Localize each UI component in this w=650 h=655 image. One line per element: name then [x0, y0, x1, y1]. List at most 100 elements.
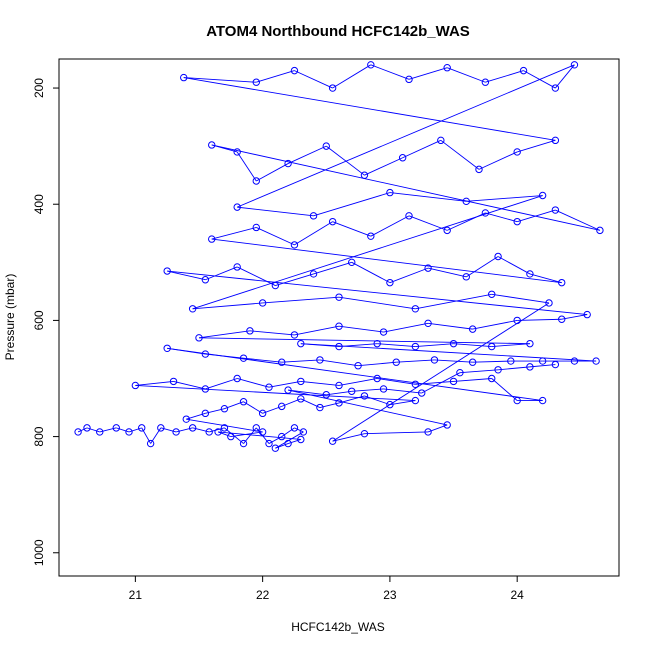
series-segment — [186, 418, 263, 433]
data-point — [398, 154, 407, 162]
series-segment — [262, 296, 340, 304]
data-point — [373, 339, 381, 348]
series-segment — [230, 431, 263, 438]
series-segment — [275, 443, 289, 449]
data-point — [386, 278, 394, 287]
series-segment — [370, 215, 410, 237]
series-segment — [555, 209, 601, 231]
series-segment — [313, 261, 352, 275]
x-tick-label: 24 — [511, 588, 525, 602]
series-segment — [351, 261, 391, 284]
chart-title: ATOM4 Northbound HCFC142b_WAS — [206, 23, 470, 40]
series-segment — [287, 145, 327, 164]
data-point — [131, 381, 140, 390]
data-point — [526, 339, 534, 348]
data-point — [252, 223, 260, 232]
data-point — [411, 396, 420, 405]
series-segment — [498, 366, 530, 371]
data-point — [551, 84, 560, 92]
series-segment — [116, 427, 130, 433]
series-segment — [135, 385, 416, 402]
data-point — [405, 212, 413, 220]
series-segment — [332, 302, 550, 442]
data-point — [456, 368, 464, 377]
data-point — [271, 444, 280, 452]
data-point — [449, 377, 458, 386]
data-point — [354, 362, 362, 370]
data-point — [386, 188, 394, 197]
data-point — [443, 226, 451, 235]
data-point — [558, 278, 566, 287]
series-segment — [319, 359, 359, 367]
data-point — [205, 428, 213, 436]
series-segment — [211, 144, 601, 231]
series-segment — [300, 343, 340, 347]
data-point — [360, 429, 369, 438]
data-point — [322, 142, 330, 150]
plot-frame — [58, 58, 620, 577]
series-segment — [300, 380, 340, 386]
data-point — [424, 264, 432, 272]
data-point — [488, 342, 496, 351]
data-point — [468, 358, 477, 366]
data-point — [596, 226, 604, 235]
series-segment — [300, 343, 597, 362]
data-point — [437, 136, 445, 145]
series-segment — [198, 337, 530, 345]
series-segment — [205, 266, 238, 281]
series-segment — [402, 139, 442, 159]
data-point — [278, 358, 286, 366]
series-segment — [529, 364, 556, 368]
data-point — [328, 437, 337, 445]
data-point — [379, 328, 388, 336]
series-segment — [287, 439, 301, 444]
series-segment — [313, 192, 391, 217]
series-segment — [256, 70, 295, 83]
data-point — [405, 75, 413, 84]
data-point — [538, 396, 547, 405]
data-point — [538, 191, 547, 200]
series-segment — [338, 378, 378, 386]
data-point — [214, 428, 222, 436]
series-segment — [237, 206, 314, 217]
data-point — [386, 400, 394, 409]
series-segment — [236, 266, 276, 286]
data-point — [290, 66, 299, 75]
data-point — [462, 273, 470, 281]
data-point — [233, 148, 241, 156]
series-segment — [364, 157, 403, 176]
series-segment — [383, 388, 422, 394]
series-segment — [389, 400, 416, 406]
series-segment — [517, 318, 562, 321]
series-segment — [77, 427, 88, 433]
data-point — [513, 396, 521, 405]
x-tick-label: 23 — [383, 588, 397, 602]
series-segment — [326, 390, 352, 396]
data-point — [558, 315, 566, 323]
data-point — [252, 177, 260, 185]
data-point — [284, 386, 292, 394]
data-point — [443, 64, 451, 72]
series-segment — [408, 67, 448, 80]
series-segment — [294, 325, 340, 336]
data-point — [488, 374, 496, 383]
data-point — [188, 424, 197, 432]
data-point — [96, 428, 104, 436]
data-point — [290, 241, 299, 249]
data-point — [246, 327, 254, 335]
series-segment — [287, 389, 448, 426]
data-point — [424, 319, 432, 328]
data-point — [513, 217, 521, 226]
data-point — [201, 350, 210, 358]
data-point — [526, 270, 534, 278]
series-segment — [415, 343, 454, 347]
series-segment — [408, 215, 448, 231]
data-point — [462, 197, 470, 206]
series-segment — [491, 343, 530, 347]
series-segment — [281, 427, 295, 437]
y-tick-label: 400 — [32, 194, 46, 214]
series-segment — [236, 151, 257, 182]
data-point — [220, 405, 229, 413]
series-segment — [211, 144, 238, 153]
data-point — [335, 381, 343, 390]
